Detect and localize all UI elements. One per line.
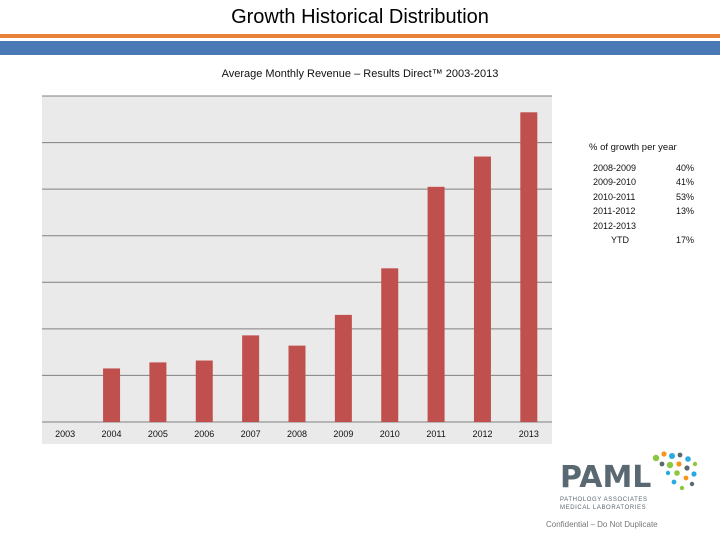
x-tick-label: 2005 <box>148 429 168 439</box>
slide-title: Growth Historical Distribution <box>231 6 489 28</box>
x-tick-label: 2004 <box>102 429 122 439</box>
growth-row: 2008-2009 40% <box>589 161 707 176</box>
x-tick-label: 2007 <box>241 429 261 439</box>
growth-row: 2010-2011 53% <box>589 190 707 205</box>
bar-2008 <box>288 345 306 422</box>
growth-percent: 53% <box>675 191 694 202</box>
growth-table-heading: % of growth per year <box>589 142 677 153</box>
header-stripe-orange <box>0 34 720 38</box>
bar-2005 <box>149 362 167 422</box>
header-stripe-blue <box>0 41 720 55</box>
x-tick-labels: 2003 2004 2005 2006 2007 2008 2009 2010 2011 2012… <box>55 429 539 439</box>
bar-2004 <box>103 368 121 422</box>
bar-2006 <box>195 360 213 422</box>
growth-row: YTD 17% <box>589 233 707 248</box>
growth-percent: 40% <box>675 162 694 173</box>
growth-period: 2008-2009 <box>593 162 637 173</box>
logo-wordmark: PAML <box>560 460 652 495</box>
confidential-notice: Confidential – Do Not Duplicate <box>546 520 658 529</box>
bar-2007 <box>242 335 260 422</box>
bar-2012 <box>473 156 491 423</box>
growth-percent: 13% <box>675 206 694 216</box>
x-tick-label: 2003 <box>55 429 75 439</box>
logo-tagline-2: MEDICAL LABORATORIES <box>560 505 647 511</box>
growth-table: % of growth per year 2008-2009 40% 2009-… <box>589 141 707 248</box>
x-tick-label: 2009 <box>333 429 353 439</box>
growth-row: 2009-2010 41% <box>589 175 707 190</box>
bar-2011 <box>427 186 445 422</box>
growth-period: 2011-2012 <box>593 206 636 216</box>
logo-dots-graphic <box>652 451 698 491</box>
growth-percent: 17% <box>675 235 694 245</box>
paml-logo: PAML PATHOLOGY ASSOCIATES MEDICAL LABORA… <box>560 450 710 520</box>
growth-period: 2012-2013 <box>593 220 637 231</box>
growth-period: 2010-2011 <box>593 191 636 202</box>
bars <box>103 112 538 423</box>
growth-percent: 41% <box>675 177 694 187</box>
x-tick-label: 2012 <box>472 429 492 439</box>
x-tick-label: 2010 <box>380 429 400 439</box>
growth-period: YTD <box>611 235 629 245</box>
growth-row: 2012-2013 <box>589 219 707 234</box>
bar-2009 <box>334 314 352 422</box>
bar-2010 <box>381 268 399 422</box>
logo-tagline-1: PATHOLOGY ASSOCIATES <box>560 497 648 503</box>
x-tick-label: 2011 <box>426 429 445 439</box>
x-tick-label: 2013 <box>519 429 539 439</box>
bar-2013 <box>520 112 538 423</box>
x-tick-label: 2006 <box>194 429 214 439</box>
chart-title: Average Monthly Revenue – Results Direct… <box>221 68 499 80</box>
growth-period: 2009-2010 <box>593 177 637 187</box>
x-tick-label: 2008 <box>287 429 307 439</box>
growth-row: 2011-2012 13% <box>589 204 707 219</box>
